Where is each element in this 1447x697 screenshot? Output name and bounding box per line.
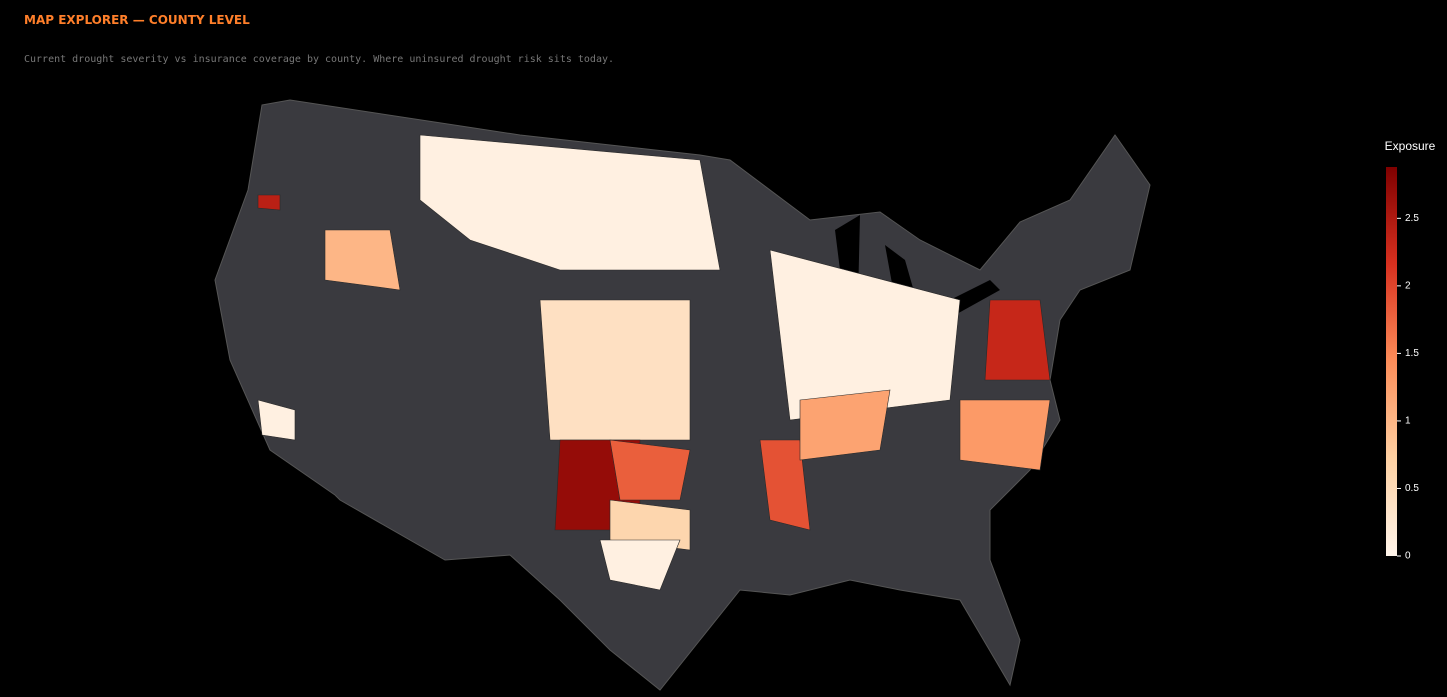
county-region (324, 229, 401, 291)
colorbar (1386, 167, 1397, 556)
colorbar-tick-label: 2 (1405, 281, 1411, 292)
county-region (609, 439, 691, 501)
colorbar-tick-label: 0 (1405, 551, 1411, 562)
county-region (609, 499, 691, 551)
colorbar-tick-label: 0.5 (1405, 483, 1419, 494)
colorbar-tick-label: 1 (1405, 416, 1411, 427)
colorbar-tick-label: 2.5 (1405, 213, 1419, 224)
county-region (799, 389, 891, 461)
county-region (257, 399, 296, 441)
page-title: MAP EXPLORER — COUNTY LEVEL (24, 13, 250, 27)
county-region (257, 194, 281, 211)
colorbar-tick-label: 1.5 (1405, 348, 1419, 359)
county-region (759, 439, 811, 531)
county-region (769, 249, 961, 421)
county-region (959, 399, 1051, 471)
page-subtitle: Current drought severity vs insurance co… (24, 54, 615, 65)
county-region (419, 134, 721, 271)
colorbar-title: Exposure (1385, 139, 1436, 153)
county-region (539, 299, 691, 441)
county-region (599, 539, 681, 591)
county-region (984, 299, 1051, 381)
